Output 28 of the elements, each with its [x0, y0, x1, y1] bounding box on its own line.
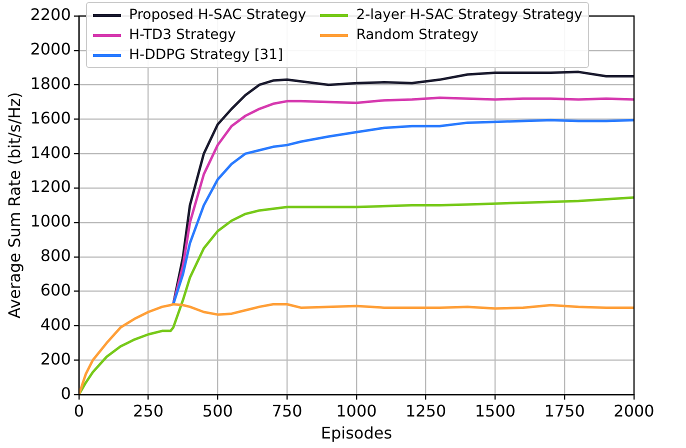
y-tick-label: 400: [40, 314, 71, 334]
y-tick-label: 2000: [30, 40, 71, 59]
legend-label: Proposed H-SAC Strategy: [129, 7, 306, 23]
x-tick-label: 1750: [544, 401, 585, 420]
x-tick-label: 1250: [405, 401, 446, 420]
y-tick-label: 1800: [30, 74, 71, 93]
y-tick-label: 2200: [30, 5, 71, 24]
y-tick-label: 600: [40, 280, 71, 300]
y-tick-label: 1600: [30, 108, 71, 128]
y-tick-label: 800: [40, 246, 71, 266]
y-axis-title: Average Sum Rate (bit/s/Hz): [4, 92, 24, 319]
legend-label: Random Strategy: [356, 27, 479, 43]
x-axis-title: Episodes: [320, 424, 392, 443]
x-tick-label: 1500: [474, 401, 516, 420]
legend-label: H-TD3 Strategy: [129, 27, 236, 43]
x-tick-label: 0: [74, 401, 84, 420]
y-tick-label: 200: [40, 349, 71, 368]
y-tick-label: 1200: [30, 177, 71, 196]
x-tick-label: 250: [133, 401, 164, 420]
x-tick-label: 750: [272, 401, 302, 420]
legend-label: 2-layer H-SAC Strategy Strategy: [356, 7, 582, 23]
x-tick-label: 500: [202, 401, 233, 420]
y-tick-label: 1400: [30, 142, 71, 162]
legend-label: H-DDPG Strategy [31]: [129, 47, 284, 63]
x-tick-label: 1000: [336, 401, 377, 420]
y-tick-label: 1000: [30, 212, 71, 231]
x-tick-label: 2000: [614, 401, 654, 420]
y-tick-label: 0: [60, 384, 71, 403]
